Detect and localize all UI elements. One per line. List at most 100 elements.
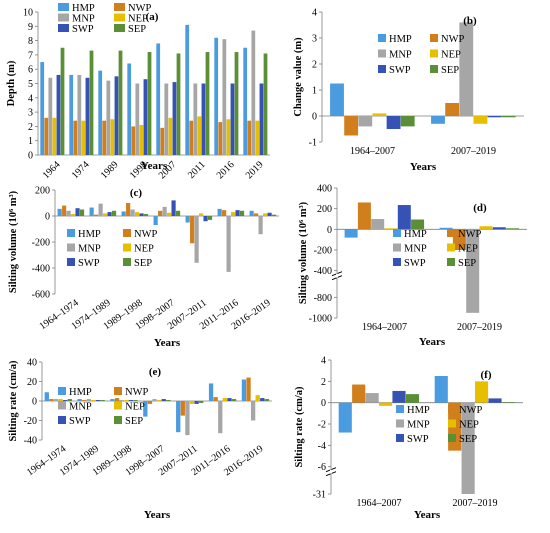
x-tick-label: 2007–2019 <box>451 146 496 157</box>
legend-label-swp: SWP <box>78 258 100 269</box>
bar-nwp <box>62 205 67 216</box>
panel-label: (c) <box>130 187 143 199</box>
x-tick-label: 2007–2019 <box>457 322 502 333</box>
bar-nwp <box>114 398 120 401</box>
bar-mnp <box>152 399 157 401</box>
bar-swp <box>203 216 208 222</box>
y-tick-label: 2 <box>312 60 317 71</box>
bar-swp <box>260 398 265 401</box>
y-tick-label: -4 <box>318 441 326 452</box>
bar-sep <box>506 228 520 230</box>
y-tick-label: 0 <box>28 151 33 162</box>
bar-swp <box>139 213 144 216</box>
y-tick-label: 2 <box>28 122 33 133</box>
bar-swp <box>235 210 240 216</box>
bar-nwp <box>452 229 466 250</box>
bar-sep <box>111 210 117 216</box>
bar-nwp <box>190 216 195 244</box>
x-axis-title: Years <box>141 160 168 172</box>
bar-swp <box>230 83 235 155</box>
panel-label: (b) <box>463 15 477 27</box>
legend-label-nep: NEP <box>134 244 154 255</box>
y-axis-title: Depth (m) <box>6 60 17 106</box>
legend: HMP NWP MNP NEP SWP SEP <box>393 229 481 269</box>
legend-swatch-swp <box>67 258 75 266</box>
y-tick-label: -1000 <box>309 314 332 325</box>
bar-nwp <box>218 122 223 155</box>
bar-sep <box>175 210 181 216</box>
panel-c: -600-400-20002001964–19741974–19891989–1… <box>8 186 279 349</box>
bar-mnp <box>193 83 198 155</box>
bar-hmp <box>98 70 103 155</box>
bar-hmp <box>330 83 344 116</box>
bar-swp <box>63 400 68 401</box>
bar-sep <box>199 401 204 403</box>
bar-nep <box>231 212 236 216</box>
bar-nep <box>81 120 86 155</box>
bar-sep <box>234 52 239 155</box>
bar-mnp <box>251 30 256 156</box>
bar-swp <box>397 205 411 230</box>
y-tick-label: 9 <box>28 22 33 33</box>
bar-sep <box>166 400 171 401</box>
y-tick-label: 0 <box>312 112 317 123</box>
legend-label-sep: SEP <box>125 416 143 427</box>
bar-nwp <box>247 120 252 155</box>
legend-swatch-mnp <box>67 243 75 252</box>
bar-mnp <box>162 206 167 216</box>
bar-swp <box>85 77 90 155</box>
legend-label-mnp: MNP <box>72 14 95 25</box>
legend-label-sep: SEP <box>128 24 146 35</box>
y-tick-label: 0 <box>45 212 50 223</box>
bar-hmp <box>217 208 222 216</box>
bar-nep <box>379 402 393 406</box>
bar-swp <box>392 390 406 403</box>
legend-swatch-swp <box>396 434 404 442</box>
bar-sep <box>205 52 210 155</box>
legend-label-hmp: HMP <box>407 405 430 416</box>
bar-mnp <box>194 216 199 263</box>
legend-label-swp: SWP <box>72 24 94 35</box>
y-tick-label: -40 <box>24 436 37 447</box>
bar-mnp <box>226 216 231 272</box>
legend-label-hmp: HMP <box>72 3 95 14</box>
bar-nwp <box>82 400 87 401</box>
bar-nep <box>473 116 488 124</box>
x-tick-label: 1964–2007 <box>350 146 395 157</box>
y-tick-label: 1 <box>28 136 33 147</box>
x-axis-title: Years <box>419 336 446 348</box>
legend-swatch-nep <box>114 401 122 410</box>
bar-nwp <box>352 384 366 403</box>
bar-mnp <box>250 401 256 421</box>
bar-sep <box>79 209 85 216</box>
legend-label-mnp: MNP <box>407 420 430 431</box>
bar-swp <box>95 400 101 401</box>
bar-hmp <box>431 116 445 124</box>
bar-hmp <box>69 74 74 155</box>
bar-swp <box>114 76 119 155</box>
bar-nep <box>222 398 228 401</box>
x-tick-label: 1964–2007 <box>357 498 402 509</box>
bar-nwp <box>102 120 107 155</box>
bar-nep <box>91 400 96 401</box>
bar-nwp <box>213 397 218 401</box>
bar-nwp <box>158 210 163 216</box>
legend-label-nep: NEP <box>441 50 461 61</box>
bar-swp <box>194 401 199 404</box>
bar-hmp <box>143 401 148 417</box>
bar-nep <box>71 214 76 216</box>
y-tick-label: 20 <box>27 377 37 388</box>
legend-label-nep: NEP <box>125 402 145 413</box>
bar-sep <box>60 47 65 155</box>
bar-mnp <box>371 219 385 230</box>
legend-label-nwp: NWP <box>459 405 482 416</box>
legend-swatch-sep <box>123 258 131 266</box>
legend-label-hmp: HMP <box>404 229 427 240</box>
bar-sep <box>501 116 516 118</box>
legend-swatch-hmp <box>378 34 386 42</box>
bar-swp <box>161 399 166 401</box>
bar-nep <box>167 212 172 216</box>
legend-swatch-nep <box>448 419 456 428</box>
legend-swatch-sep <box>114 24 125 32</box>
